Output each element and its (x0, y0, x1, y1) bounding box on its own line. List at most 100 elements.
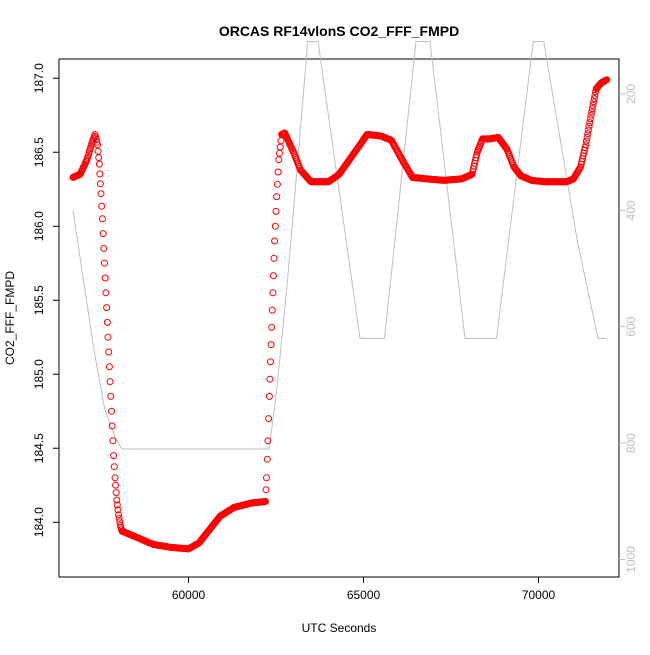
data-point (111, 474, 119, 482)
data-point (273, 193, 281, 201)
data-point (95, 154, 103, 162)
data-point (581, 144, 589, 152)
data-point (272, 207, 280, 215)
data-point (269, 272, 277, 280)
y-tick-label: 186.5 (32, 137, 46, 167)
data-point (92, 133, 100, 141)
data-point (589, 101, 597, 109)
data-point (103, 318, 111, 326)
data-point (262, 486, 270, 494)
data-point (268, 323, 276, 331)
data-point (603, 76, 611, 84)
data-point (263, 455, 271, 463)
data-point (587, 111, 595, 119)
x-tick-label: 70000 (522, 588, 556, 602)
y-axis: 184.0 184.5 185.0 185.5 186.0 186.5 187.0 (32, 63, 59, 537)
data-point (107, 392, 115, 400)
data-point (584, 130, 592, 138)
chart-title: ORCAS RF14vlonS CO2_FFF_FMPD (219, 23, 459, 39)
data-point (268, 306, 276, 314)
data-point (94, 141, 101, 149)
data-point (582, 137, 590, 145)
data-point (277, 137, 285, 145)
data-point (112, 489, 120, 497)
data-point (273, 180, 281, 188)
data-point (99, 230, 107, 238)
y-tick-label: 185.0 (32, 359, 46, 389)
data-point (590, 98, 598, 106)
data-point (269, 289, 277, 297)
data-point (98, 202, 106, 210)
data-point (473, 151, 481, 159)
y-tick-label: 184.0 (32, 507, 46, 537)
data-point (106, 378, 114, 386)
data-point (109, 437, 117, 445)
data-point (576, 164, 584, 172)
data-point (91, 131, 99, 138)
data-point (95, 160, 103, 168)
data-point (274, 168, 282, 176)
primary-series-points (69, 76, 611, 553)
data-point (105, 348, 113, 356)
data-point (104, 333, 112, 341)
data-point (108, 422, 116, 430)
data-point (97, 190, 105, 198)
data-point (105, 363, 113, 371)
data-point (263, 474, 270, 482)
secondary-y-axis: 200 400 600 800 1000 (619, 84, 638, 573)
data-point (271, 222, 279, 230)
data-point (583, 133, 591, 141)
data-point (114, 506, 122, 514)
data-point (582, 141, 590, 149)
data-point (588, 105, 596, 113)
secondary-series-path (72, 41, 607, 450)
data-point (103, 304, 111, 312)
data-point (586, 119, 594, 127)
data-point (112, 481, 120, 489)
data-point (113, 496, 121, 504)
data-point (271, 237, 279, 245)
data-point (586, 115, 594, 123)
y2-tick-label: 200 (624, 84, 638, 104)
data-point (102, 289, 110, 297)
y2-tick-label: 600 (624, 316, 638, 336)
data-point (92, 136, 100, 144)
data-point (590, 95, 598, 103)
data-point (585, 122, 593, 130)
data-point (267, 341, 275, 349)
data-point (276, 143, 284, 151)
data-point (262, 498, 269, 505)
data-point (110, 463, 118, 471)
x-axis-label: UTC Seconds (302, 621, 377, 635)
x-tick-label: 65000 (347, 588, 381, 602)
data-point (110, 452, 118, 460)
data-point (275, 156, 283, 164)
data-point (265, 415, 273, 423)
y-axis-label: CO2_FFF_FMPD (3, 271, 17, 365)
x-axis: 60000 65000 70000 (172, 577, 556, 602)
data-point (101, 274, 109, 282)
data-point (100, 244, 108, 252)
data-point (94, 147, 102, 155)
y2-tick-label: 1000 (624, 546, 638, 573)
data-point (584, 126, 592, 134)
data-point (108, 407, 115, 415)
y-tick-label: 185.5 (32, 285, 46, 315)
secondary-series-line (72, 41, 607, 450)
data-point (115, 511, 122, 519)
data-point (265, 392, 273, 400)
data-point (96, 170, 104, 178)
y-tick-label: 187.0 (32, 63, 46, 93)
data-point (96, 180, 104, 188)
data-point (588, 108, 596, 116)
data-point (591, 91, 599, 99)
data-point (98, 215, 106, 223)
plot-frame (58, 58, 620, 578)
data-point (101, 259, 108, 267)
data-point (266, 375, 274, 383)
data-point (113, 501, 121, 509)
data-point (276, 149, 283, 157)
data-point (115, 514, 123, 522)
